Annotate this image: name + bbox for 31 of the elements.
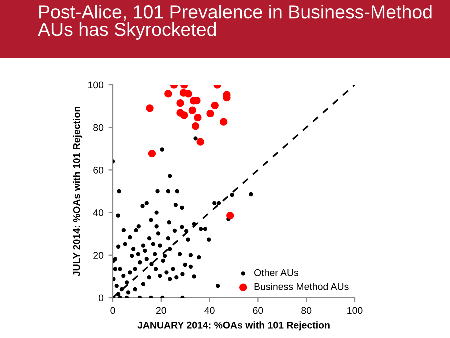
point [192, 122, 200, 130]
x-axis-title: JANUARY 2014: %OAs with 101 Rejection [138, 322, 330, 331]
x-tick-label: 100 [348, 307, 363, 314]
y-tick-label: 0 [98, 294, 104, 302]
point [194, 114, 202, 122]
y-tick-label: 40 [93, 210, 104, 216]
legend-label: Other AUs [254, 269, 299, 276]
x-tick-label: 40 [204, 307, 215, 314]
y-tick-label: 80 [94, 124, 104, 132]
x-tick-label: 0 [110, 307, 116, 314]
point [211, 102, 219, 110]
point [176, 100, 184, 108]
point [220, 118, 228, 126]
point [184, 90, 192, 98]
y-tick-label: 60 [94, 166, 104, 174]
y-axis-title: JULY 2014: %OAs with 101 Rejection [73, 106, 82, 276]
y-tick-label: 100 [88, 82, 104, 89]
legend-label: Business Method AUs [254, 283, 349, 290]
y-tick-label: 20 [94, 252, 104, 260]
point [148, 150, 156, 158]
point [226, 212, 234, 220]
point [180, 112, 188, 120]
point [188, 106, 196, 114]
x-tick-label: 20 [156, 307, 166, 314]
x-tick-label: 60 [253, 307, 264, 314]
x-tick-label: 80 [302, 307, 312, 314]
point [206, 110, 214, 118]
point [164, 90, 172, 98]
point [146, 104, 154, 112]
point [196, 138, 204, 146]
chart-title: Post-Alice, 101 Prevalence in Business-Method AUs has Skyrocketed [38, 5, 432, 40]
